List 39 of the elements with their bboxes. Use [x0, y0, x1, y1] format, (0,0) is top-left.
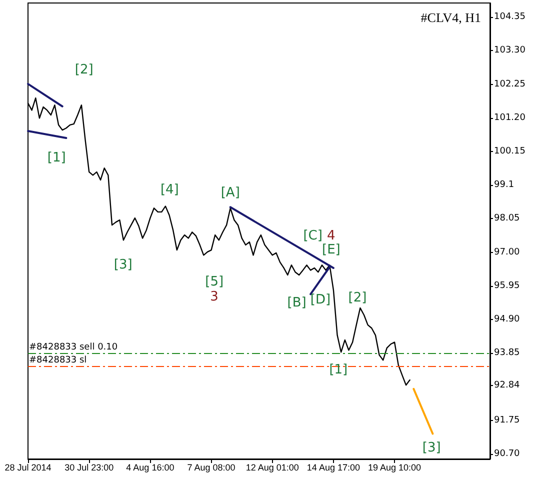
annotation: [1]	[329, 362, 348, 378]
text: #CLV4, H1	[420, 10, 482, 25]
annotation: [3]	[114, 258, 132, 273]
y-tick-label: 104.35	[494, 12, 526, 22]
ref-line-label: #8428833 sell 0.10	[29, 342, 118, 353]
y-tick-label: 90.70	[494, 448, 520, 459]
annotation: [1]	[47, 150, 66, 166]
x-tick-label: 7 Aug 08:00	[187, 462, 236, 472]
y-tick-label: 91.75	[494, 415, 520, 426]
y-tick-label: 101.20	[494, 112, 526, 123]
y-tick-label: 94.90	[494, 314, 520, 324]
ref-line-label: #8428833 sl	[29, 356, 87, 366]
x-tick-label: 12 Aug 01:00	[246, 462, 299, 472]
y-tick-label: 93.85	[494, 348, 520, 358]
x-tick-label: 19 Aug 10:00	[368, 462, 422, 472]
annotation: 4	[327, 228, 336, 244]
y-tick-label: 92.84	[494, 380, 520, 390]
annotation: [3]	[422, 440, 441, 456]
annotation: [C]	[303, 228, 322, 244]
x-tick-label: 28 Jul 2014	[4, 462, 52, 472]
annotation: [E]	[322, 242, 340, 258]
y-tick-label: 98.05	[494, 214, 520, 224]
annotation: [B]	[287, 296, 306, 311]
y-tick-label: 97.00	[494, 247, 520, 258]
x-tick-label: 4 Aug 16:00	[126, 462, 174, 472]
y-tick-label: 103.30	[494, 46, 526, 56]
y-tick-label: 95.95	[494, 280, 520, 291]
annotation: [D]	[310, 292, 331, 308]
annotation: [A]	[220, 186, 240, 201]
annotation: [4]	[160, 182, 179, 198]
y-tick-label: 102.25	[494, 79, 526, 90]
annotation: [2]	[348, 290, 367, 306]
x-tick-label: 14 Aug 17:00	[306, 462, 360, 472]
y-tick-label: 100.15	[494, 146, 526, 156]
annotation: [2]	[74, 62, 94, 78]
annotation: 3	[210, 290, 218, 305]
y-tick-label: 99.1	[494, 180, 514, 190]
x-tick-label: 30 Jul 23:00	[64, 462, 114, 472]
annotation: [5]	[205, 274, 224, 290]
